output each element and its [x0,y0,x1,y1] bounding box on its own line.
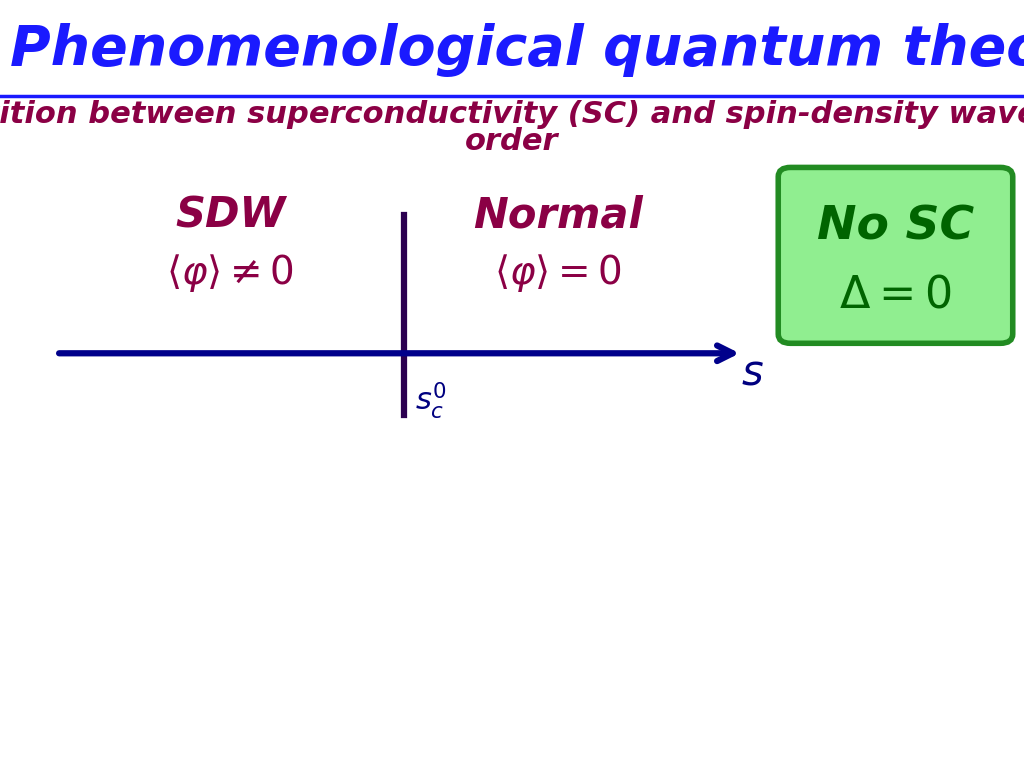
Text: Phenomenological quantum theory of competing order: Phenomenological quantum theory of compe… [10,23,1024,77]
Text: $\Delta = 0$: $\Delta = 0$ [840,273,951,316]
Text: $s_c^0$: $s_c^0$ [415,380,446,421]
Text: $\langle\varphi\rangle = 0$: $\langle\varphi\rangle = 0$ [495,252,622,293]
Text: order: order [465,127,559,156]
Text: No SC: No SC [817,204,974,250]
Text: Competition between superconductivity (SC) and spin-density wave (SDW): Competition between superconductivity (S… [0,100,1024,129]
Text: $\langle\varphi\rangle \neq 0$: $\langle\varphi\rangle \neq 0$ [167,252,294,293]
Text: SDW: SDW [175,194,286,236]
Text: Normal: Normal [473,194,643,236]
Text: $s$: $s$ [741,352,764,393]
